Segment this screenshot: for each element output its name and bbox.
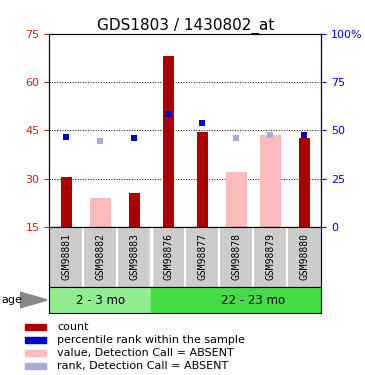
Bar — [163, 56, 174, 227]
Bar — [185, 227, 219, 287]
Bar — [253, 227, 287, 287]
Bar — [25, 363, 46, 369]
Bar — [197, 132, 208, 227]
Text: GSM98879: GSM98879 — [265, 233, 275, 280]
Bar — [287, 227, 321, 287]
Bar — [260, 135, 281, 227]
Bar — [25, 324, 46, 330]
Bar — [129, 193, 140, 227]
Bar — [83, 227, 117, 287]
Text: GSM98880: GSM98880 — [299, 233, 309, 280]
Text: 22 - 23 mo: 22 - 23 mo — [221, 294, 285, 306]
Bar — [61, 177, 72, 227]
Text: count: count — [57, 322, 88, 332]
Text: rank, Detection Call = ABSENT: rank, Detection Call = ABSENT — [57, 361, 228, 371]
Text: GSM98877: GSM98877 — [197, 233, 207, 280]
Bar — [49, 287, 151, 313]
Bar — [226, 172, 247, 227]
Text: 2 - 3 mo: 2 - 3 mo — [76, 294, 125, 306]
Bar — [117, 227, 151, 287]
Bar — [90, 198, 111, 227]
Title: GDS1803 / 1430802_at: GDS1803 / 1430802_at — [97, 18, 274, 34]
Bar — [219, 227, 253, 287]
Text: value, Detection Call = ABSENT: value, Detection Call = ABSENT — [57, 348, 234, 358]
Text: GSM98878: GSM98878 — [231, 233, 241, 280]
Bar — [25, 337, 46, 343]
Text: GSM98876: GSM98876 — [163, 233, 173, 280]
Polygon shape — [20, 292, 47, 308]
Bar — [151, 227, 185, 287]
Bar — [25, 350, 46, 356]
Text: age: age — [2, 295, 23, 305]
Bar — [151, 287, 321, 313]
Text: percentile rank within the sample: percentile rank within the sample — [57, 335, 245, 345]
Text: GSM98882: GSM98882 — [95, 233, 105, 280]
Text: GSM98881: GSM98881 — [61, 233, 71, 280]
Text: GSM98883: GSM98883 — [129, 233, 139, 280]
Bar — [49, 227, 83, 287]
Bar — [299, 138, 310, 227]
